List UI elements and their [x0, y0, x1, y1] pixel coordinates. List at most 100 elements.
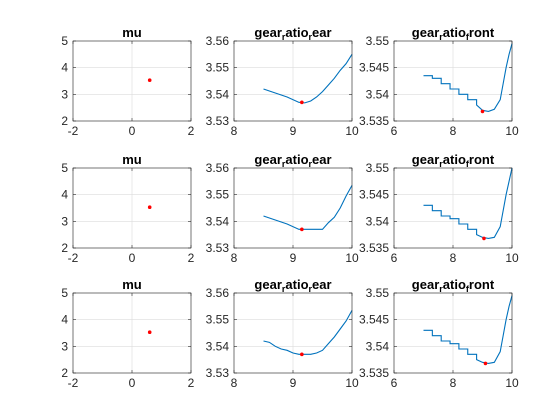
y-tick-label: 3.56 [206, 34, 230, 48]
x-tick-label: 2 [188, 124, 195, 138]
axes-box [72, 40, 192, 122]
series-line [263, 54, 353, 104]
x-tick-label: 2 [188, 376, 195, 390]
y-tick-label: 3.53 [206, 241, 230, 255]
axes-box [393, 167, 513, 249]
optimum-marker [300, 100, 304, 105]
x-tick-label: 6 [391, 251, 398, 265]
x-tick-label: 0 [129, 251, 136, 265]
y-tick-label: 3.54 [206, 87, 230, 101]
series-line [423, 295, 513, 364]
series-line [263, 185, 353, 230]
optimum-marker [147, 205, 152, 209]
y-tick-label: 5 [61, 286, 68, 300]
y-tick-label: 3.535 [359, 114, 389, 128]
x-tick-label: 10 [345, 251, 359, 265]
optimum-marker [147, 78, 152, 82]
axes-box [233, 292, 353, 374]
subplot-title: gearratiofront [412, 152, 495, 169]
y-tick-label: 3.53 [206, 366, 230, 380]
x-tick-label: -2 [68, 251, 79, 265]
x-tick-label: 10 [505, 251, 519, 265]
x-tick-label: -2 [68, 376, 79, 390]
x-tick-label: 9 [290, 251, 297, 265]
y-tick-label: 4 [61, 313, 68, 327]
x-tick-label: 8 [231, 251, 238, 265]
subplot-2-3: 6 8 10 3.535 3.54 3.545 3.55 gearratiofront [359, 152, 519, 265]
y-tick-label: 3 [61, 214, 68, 228]
y-tick-label: 3.545 [359, 188, 389, 202]
x-tick-label: -2 [68, 124, 79, 138]
y-tick-label: 3.55 [206, 188, 230, 202]
subplot-1-2: 8 9 10 3.53 3.54 3.55 3.56 gearratiorear [206, 25, 359, 138]
y-tick-label: 2 [61, 241, 68, 255]
y-tick-label: 3.545 [359, 61, 389, 75]
y-tick-label: 3.54 [366, 87, 390, 101]
y-tick-label: 2 [61, 114, 68, 128]
axes-box [72, 292, 192, 374]
subplot-3-1: -2 0 2 2 3 4 5 mu [61, 277, 194, 390]
y-tick-label: 3.535 [359, 366, 389, 380]
axes-box [393, 292, 513, 374]
optimum-marker [483, 361, 488, 366]
y-tick-label: 4 [61, 188, 68, 202]
axes-box [72, 167, 192, 249]
y-tick-label: 3 [61, 339, 68, 353]
x-tick-label: 8 [450, 376, 457, 390]
subplot-title: gearratiofront [412, 25, 495, 42]
y-tick-label: 3.54 [206, 339, 230, 353]
y-tick-label: 5 [61, 34, 68, 48]
y-tick-label: 4 [61, 61, 68, 75]
subplot-title: mu [122, 277, 142, 292]
optimum-marker [480, 109, 485, 114]
subplot-2-2: 8 9 10 3.53 3.54 3.55 3.56 gearratiorear [206, 152, 359, 265]
y-tick-label: 3 [61, 87, 68, 101]
x-tick-label: 10 [505, 124, 519, 138]
axes-box [393, 40, 513, 122]
x-tick-label: 0 [129, 376, 136, 390]
y-tick-label: 3.56 [206, 286, 230, 300]
subplot-title: gearratiorear [254, 277, 331, 294]
x-tick-label: 6 [391, 376, 398, 390]
y-tick-label: 3.535 [359, 241, 389, 255]
y-tick-label: 3.53 [206, 114, 230, 128]
subplot-title: mu [122, 25, 142, 40]
y-tick-label: 3.56 [206, 161, 230, 175]
x-tick-label: 8 [450, 251, 457, 265]
series-line [423, 167, 513, 239]
x-tick-label: 0 [129, 124, 136, 138]
x-tick-label: 8 [450, 124, 457, 138]
x-tick-label: 9 [290, 124, 297, 138]
x-tick-label: 2 [188, 251, 195, 265]
y-tick-label: 3.54 [366, 214, 390, 228]
x-tick-label: 10 [345, 124, 359, 138]
optimum-marker [147, 330, 152, 335]
x-tick-label: 6 [391, 124, 398, 138]
y-tick-label: 3.55 [366, 161, 390, 175]
y-tick-label: 3.55 [206, 61, 230, 75]
subplot-title: gearratiofront [412, 277, 495, 294]
y-tick-label: 3.55 [206, 313, 230, 327]
y-tick-label: 5 [61, 161, 68, 175]
series-line [263, 310, 353, 355]
subplot-title: gearratiorear [254, 152, 331, 169]
y-tick-label: 3.545 [359, 313, 389, 327]
optimum-marker [482, 236, 486, 241]
x-tick-label: 8 [231, 376, 238, 390]
subplot-title: mu [122, 152, 142, 167]
subplot-title: gearratiorear [254, 25, 331, 42]
x-tick-label: 10 [345, 376, 359, 390]
axes-box [233, 40, 353, 122]
y-tick-label: 3.54 [206, 214, 230, 228]
series-line [423, 43, 513, 112]
y-tick-label: 3.55 [366, 286, 390, 300]
subplot-2-1: -2 0 2 2 3 4 5 mu [61, 152, 194, 265]
optimum-marker [300, 227, 304, 232]
x-tick-label: 8 [231, 124, 238, 138]
axes-box [233, 167, 353, 249]
y-tick-label: 3.54 [366, 339, 390, 353]
y-tick-label: 2 [61, 366, 68, 380]
x-tick-label: 10 [505, 376, 519, 390]
subplot-3-2: 8 9 10 3.53 3.54 3.55 3.56 gearratiorear [206, 277, 359, 390]
